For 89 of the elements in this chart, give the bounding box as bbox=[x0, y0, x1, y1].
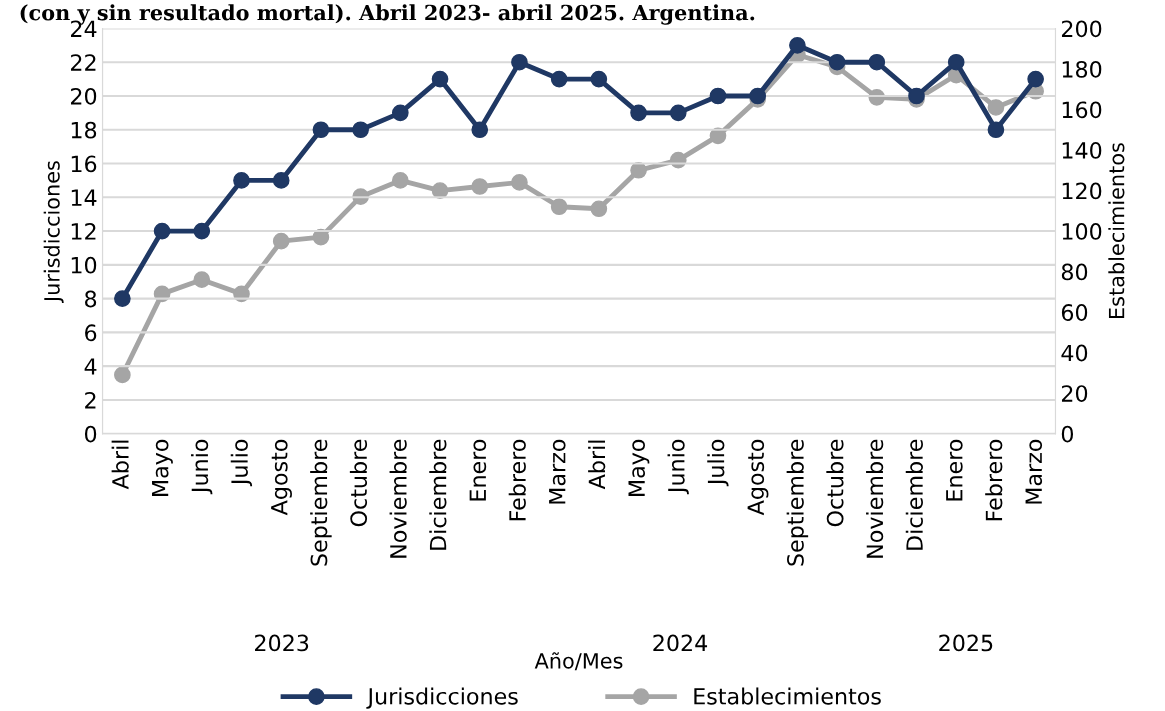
y-tick-label: 14 bbox=[71, 189, 97, 206]
y2-tick-label: 60 bbox=[1061, 304, 1088, 321]
y-tick-label: 8 bbox=[85, 290, 97, 308]
y2-tick-label: 40 bbox=[1061, 344, 1088, 362]
y2-tick-label: 180 bbox=[1062, 60, 1102, 78]
point bbox=[789, 36, 806, 54]
point bbox=[153, 222, 171, 240]
point bbox=[511, 53, 528, 71]
point bbox=[391, 104, 409, 122]
point bbox=[590, 70, 608, 88]
point bbox=[868, 53, 886, 71]
point bbox=[233, 172, 250, 189]
y-tick-label: 12 bbox=[71, 223, 96, 240]
x-tick-label: Febrero bbox=[985, 439, 1003, 521]
y-tick-label: 22 bbox=[71, 54, 96, 71]
y-tick-label: 0 bbox=[84, 425, 97, 443]
x-tick-label: Septiembre bbox=[310, 439, 332, 566]
point bbox=[114, 366, 131, 384]
x-axis-title: Año/Mes bbox=[534, 652, 623, 671]
point bbox=[471, 121, 489, 139]
point bbox=[709, 87, 727, 105]
y2-tick-label: 120 bbox=[1062, 182, 1102, 200]
y2-tick-label: 100 bbox=[1062, 223, 1102, 240]
y-tick-label: 18 bbox=[71, 121, 97, 139]
point bbox=[272, 232, 290, 250]
point bbox=[193, 222, 211, 240]
y-tick-label: 20 bbox=[71, 87, 97, 105]
x-tick-label: Julio bbox=[230, 439, 253, 487]
point bbox=[272, 172, 290, 189]
y-tick-label: 6 bbox=[85, 324, 97, 342]
y2-tick-label: 140 bbox=[1062, 141, 1102, 159]
point bbox=[987, 99, 1005, 116]
x-tick-label: Enero bbox=[469, 439, 487, 501]
x-tick-label: Abril bbox=[111, 440, 129, 490]
x-tick-label: Abril bbox=[588, 440, 606, 490]
y-tick-label: 10 bbox=[71, 256, 97, 274]
y-axis-title: Jurisdicciones bbox=[43, 161, 64, 304]
y2-tick-label: 20 bbox=[1061, 385, 1088, 402]
x-tick-label: Enero bbox=[946, 439, 963, 501]
x-tick-label: Julio bbox=[707, 439, 729, 487]
point bbox=[630, 104, 647, 122]
text: 2024 bbox=[653, 634, 708, 652]
y2-tick-label: 0 bbox=[1061, 425, 1074, 443]
y-tick-label: 16 bbox=[71, 155, 97, 173]
point bbox=[987, 121, 1005, 139]
point bbox=[193, 271, 211, 289]
x-tick-label: Agosto bbox=[747, 439, 769, 516]
x-tick-label: Octubre bbox=[826, 439, 844, 527]
point bbox=[669, 104, 687, 122]
y-tick-label: 4 bbox=[84, 358, 97, 375]
point bbox=[550, 198, 568, 216]
point bbox=[828, 53, 846, 71]
legend-label: Jurisdicciones bbox=[366, 687, 518, 709]
point bbox=[431, 182, 449, 199]
x-tick-label: Febrero bbox=[508, 439, 526, 521]
point bbox=[908, 87, 925, 105]
y2-tick-label: 200 bbox=[1061, 20, 1102, 38]
y-tick-label: 2 bbox=[85, 391, 96, 409]
point bbox=[471, 178, 489, 195]
x-tick-label: Agosto bbox=[271, 439, 292, 516]
x-tick-label: Junio bbox=[191, 439, 213, 495]
point bbox=[590, 200, 608, 218]
x-tick-label: Marzo bbox=[549, 439, 566, 504]
x-tick-label: Mayo bbox=[628, 439, 650, 496]
legend-label: Establecimientos bbox=[694, 687, 881, 705]
text: 2025 bbox=[939, 634, 993, 652]
y2-tick-label: 80 bbox=[1061, 263, 1088, 281]
x-tick-label: Mayo bbox=[152, 439, 173, 496]
x-tick-label: Octubre bbox=[349, 439, 368, 527]
y2-axis-title: Establecimientos bbox=[1108, 143, 1125, 318]
text: 2023 bbox=[255, 634, 309, 652]
point bbox=[947, 53, 965, 71]
point bbox=[511, 174, 528, 191]
x-tick-label: Marzo bbox=[1025, 439, 1043, 504]
point bbox=[431, 70, 449, 88]
point bbox=[1027, 70, 1044, 88]
x-tick-label: Diciembre bbox=[905, 439, 923, 550]
x-tick-label: Diciembre bbox=[429, 439, 447, 550]
x-tick-label: Noviembre bbox=[389, 439, 407, 558]
point bbox=[352, 121, 369, 139]
point bbox=[312, 121, 330, 139]
y2-tick-label: 160 bbox=[1062, 101, 1102, 119]
x-tick-label: Septiembre bbox=[786, 439, 809, 566]
point bbox=[391, 172, 409, 189]
point bbox=[749, 87, 767, 105]
point bbox=[550, 70, 568, 88]
x-tick-label: Noviembre bbox=[866, 439, 884, 558]
point bbox=[114, 290, 131, 307]
x-tick-label: Junio bbox=[667, 439, 689, 495]
